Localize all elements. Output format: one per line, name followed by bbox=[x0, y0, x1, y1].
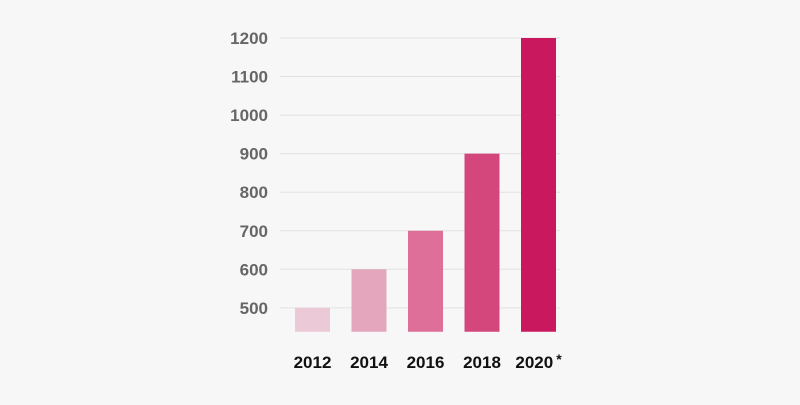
x-tick-label: 2016 bbox=[407, 353, 445, 372]
y-tick-label: 900 bbox=[240, 145, 268, 164]
y-tick-label: 700 bbox=[240, 222, 268, 241]
x-tick-label: 2014 bbox=[350, 353, 388, 372]
x-axis-ticks: 2012 2014 2016 2018 2020 * bbox=[294, 351, 563, 372]
bar-2012 bbox=[295, 307, 330, 332]
x-tick-text: 2012 bbox=[294, 353, 332, 372]
bar-2016 bbox=[408, 230, 443, 332]
bar-2018 bbox=[464, 153, 500, 332]
bars bbox=[295, 38, 556, 332]
x-tick-text: 2020 bbox=[515, 353, 553, 372]
x-tick-text: 2018 bbox=[463, 353, 501, 372]
y-tick-label: 1100 bbox=[231, 68, 268, 87]
y-tick-label: 600 bbox=[240, 260, 268, 279]
y-tick-label: 500 bbox=[240, 299, 268, 318]
x-tick-text: 2014 bbox=[350, 353, 388, 372]
x-tick-footnote-marker: * bbox=[556, 351, 562, 367]
x-tick-text: 2016 bbox=[407, 353, 445, 372]
y-tick-label: 1200 bbox=[230, 29, 268, 48]
x-tick-label: 2018 bbox=[463, 353, 501, 372]
x-tick-label: 2020 * bbox=[515, 351, 562, 372]
y-tick-label: 800 bbox=[240, 183, 268, 202]
y-tick-label: 1000 bbox=[230, 106, 268, 125]
y-axis-ticks: 500 600 700 800 900 1000 1100 1200 bbox=[230, 29, 268, 318]
x-tick-label: 2012 bbox=[294, 353, 332, 372]
bar-2020 bbox=[521, 38, 556, 332]
bar-2014 bbox=[351, 269, 387, 332]
